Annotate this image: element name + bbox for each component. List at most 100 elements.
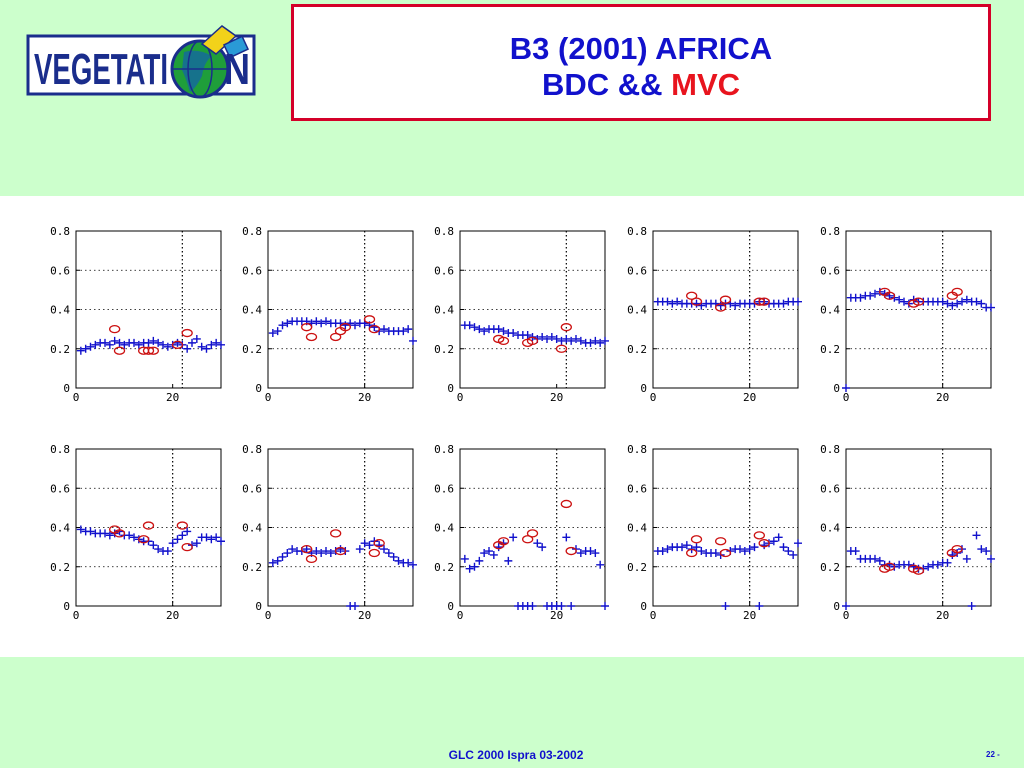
bdc-point <box>159 340 167 349</box>
bdc-point <box>794 539 802 548</box>
bdc-point <box>591 336 600 345</box>
bdc-point <box>673 297 682 306</box>
bdc-point <box>465 321 474 330</box>
bdc-point <box>494 543 503 552</box>
mvc-point <box>690 535 703 544</box>
bdc-point <box>982 547 991 556</box>
bdc-point <box>851 547 860 556</box>
bdc-point <box>663 297 672 306</box>
bdc-point <box>972 297 981 306</box>
y-tick-label: 0.6 <box>50 264 70 277</box>
y-tick-label: 0.8 <box>434 225 454 238</box>
mvc-point <box>368 548 380 558</box>
x-tick-label: 0 <box>265 609 272 622</box>
bdc-point <box>663 545 672 554</box>
bdc-point <box>173 338 182 347</box>
bdc-point <box>212 338 221 347</box>
bdc-point <box>312 547 321 556</box>
bdc-point <box>875 556 884 565</box>
mvc-point <box>368 324 380 334</box>
bdc-point <box>470 323 479 332</box>
bdc-point <box>351 321 359 330</box>
x-tick-label: 20 <box>550 391 563 404</box>
y-tick-label: 0.6 <box>820 264 840 277</box>
bdc-point <box>360 539 369 548</box>
y-tick-label: 0 <box>640 600 647 613</box>
bdc-point <box>326 549 335 558</box>
bdc-point <box>750 543 759 552</box>
bdc-point <box>480 327 489 336</box>
bdc-point <box>731 301 740 310</box>
bdc-point <box>154 545 163 554</box>
bdc-point <box>91 340 100 349</box>
bdc-point <box>948 301 957 310</box>
footer-page-number: 22 - <box>986 750 1000 759</box>
bdc-point <box>533 539 542 548</box>
bdc-point <box>86 342 95 351</box>
y-tick-label: 0.2 <box>50 561 70 574</box>
bdc-point <box>509 533 518 542</box>
bdc-point <box>188 338 196 347</box>
mvc-point <box>330 332 342 342</box>
bdc-point <box>745 545 754 554</box>
mvc-point <box>330 529 342 538</box>
bdc-point <box>538 332 547 341</box>
bdc-point <box>168 539 177 548</box>
y-tick-label: 0.2 <box>434 343 454 356</box>
bdc-point <box>586 338 595 347</box>
y-tick-label: 0.4 <box>50 304 70 317</box>
mvc-point <box>883 562 896 571</box>
bdc-point <box>465 564 474 573</box>
y-tick-label: 0.6 <box>627 264 647 277</box>
bdc-point <box>101 338 109 347</box>
logo-text-left: VEGETATI <box>34 45 168 94</box>
bdc-point <box>958 297 966 306</box>
bdc-point <box>933 560 942 569</box>
bdc-point <box>207 340 216 349</box>
mvc-point <box>912 566 925 575</box>
y-tick-label: 0.8 <box>820 225 840 238</box>
y-tick-label: 0.8 <box>820 443 840 456</box>
y-tick-label: 0.6 <box>242 482 262 495</box>
bdc-point <box>784 547 793 556</box>
mvc-point <box>555 344 568 353</box>
title-line1: B3 (2001) AFRICA <box>509 31 773 66</box>
bdc-point <box>586 547 595 556</box>
y-tick-label: 0.6 <box>820 482 840 495</box>
bdc-point <box>760 541 769 550</box>
bdc-point <box>278 321 287 330</box>
bdc-point <box>475 325 484 334</box>
bdc-point <box>692 299 701 308</box>
bdc-point <box>678 543 686 552</box>
bdc-point <box>283 319 292 328</box>
mvc-point <box>758 297 770 306</box>
bdc-point <box>317 549 326 558</box>
y-tick-label: 0.2 <box>627 343 647 356</box>
bdc-point <box>774 533 783 542</box>
mvc-point <box>951 544 963 554</box>
bdc-point <box>938 297 947 306</box>
y-tick-label: 0.4 <box>820 522 840 535</box>
bdc-point <box>504 556 513 565</box>
y-tick-label: 0.6 <box>434 264 454 277</box>
mvc-point <box>719 295 732 304</box>
bdc-point <box>948 550 957 559</box>
bdc-point <box>101 529 109 538</box>
bdc-point <box>76 525 85 534</box>
bdc-point <box>207 535 216 544</box>
bdc-point <box>404 325 413 334</box>
y-tick-label: 0.8 <box>627 225 647 238</box>
bdc-point <box>317 319 326 328</box>
x-tick-label: 0 <box>73 391 80 404</box>
bdc-point <box>288 545 297 554</box>
mvc-point <box>142 346 155 355</box>
y-tick-label: 0.2 <box>820 343 840 356</box>
mvc-point <box>301 544 313 554</box>
mvc-point <box>181 328 193 338</box>
bdc-point <box>163 342 172 351</box>
x-tick-label: 20 <box>743 609 756 622</box>
bdc-point <box>409 336 417 345</box>
mvc-point <box>497 537 510 546</box>
y-tick-label: 0.4 <box>434 522 454 535</box>
bdc-point <box>105 531 114 540</box>
